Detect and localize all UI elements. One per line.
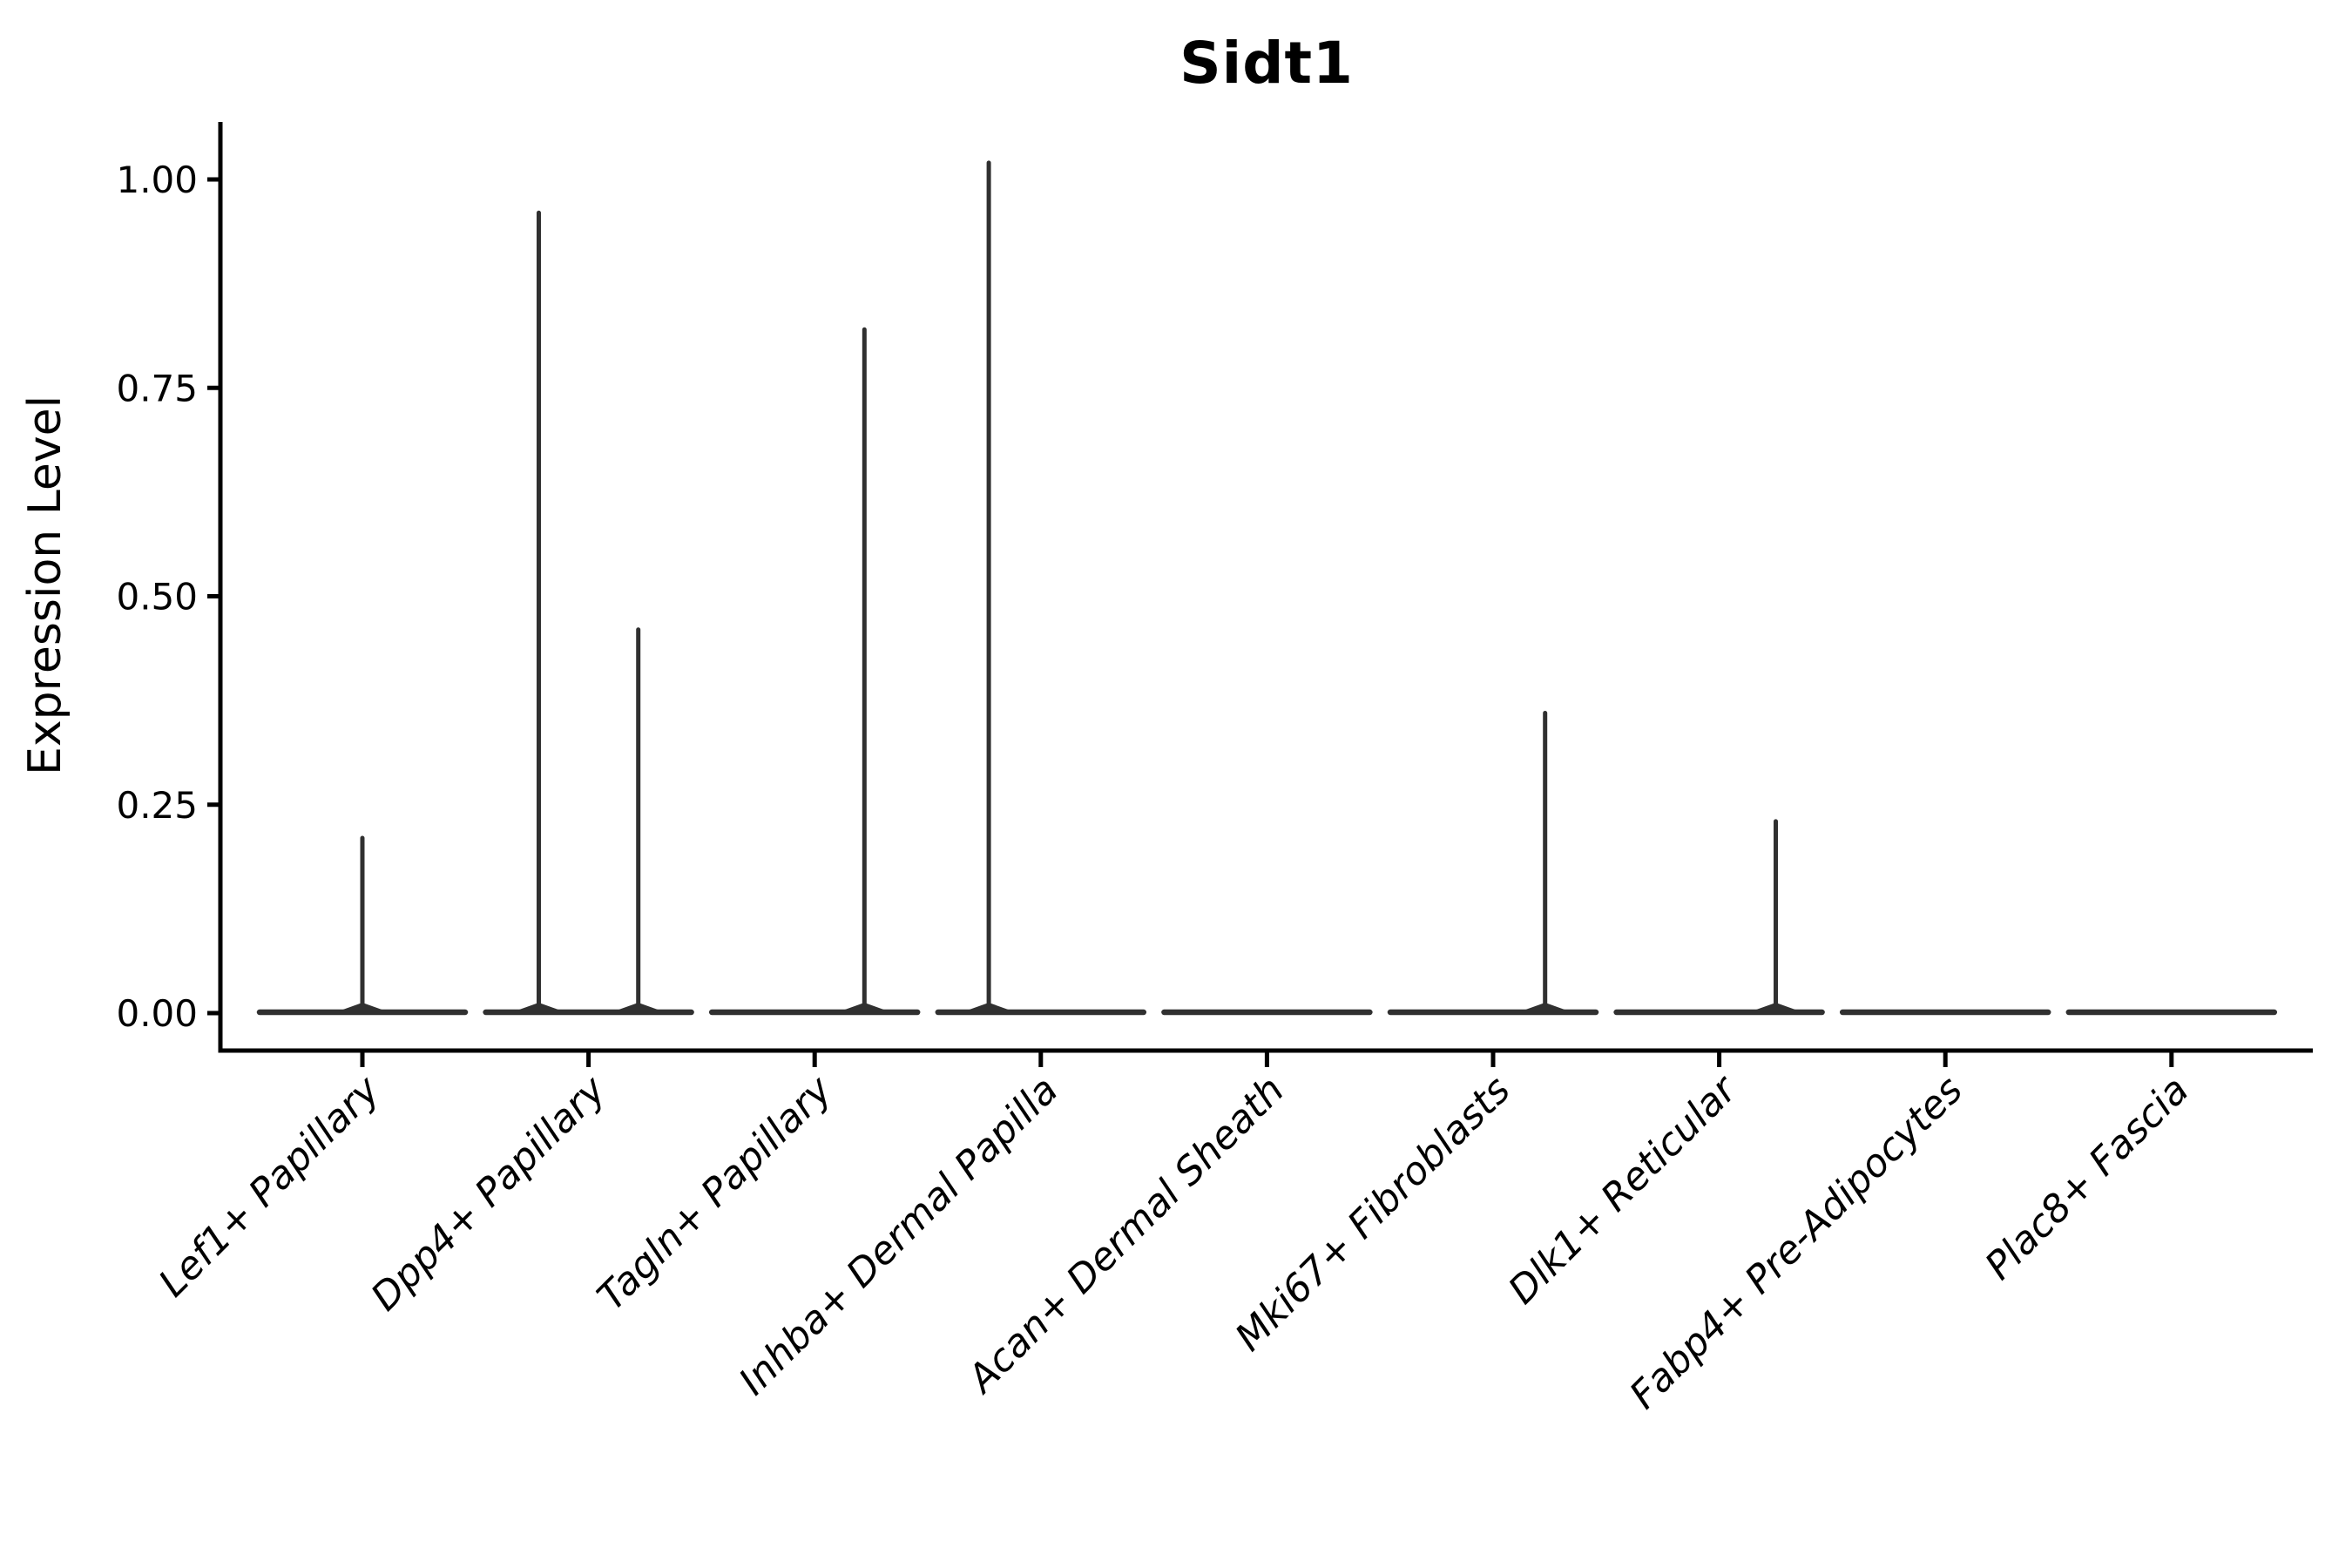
y-tick-label: 0.75 — [116, 367, 198, 409]
y-tick-label: 0.25 — [116, 784, 198, 827]
x-tick-label: Dlk1+ Reticular — [1500, 1066, 1747, 1313]
y-tick-label: 1.00 — [116, 159, 198, 201]
x-tick-label: Dpp4+ Papillary — [362, 1067, 615, 1320]
y-tick-label: 0.50 — [116, 576, 198, 618]
x-tick-label: Lef1+ Papillary — [151, 1067, 389, 1306]
x-tick-label: Tagln+ Papillary — [589, 1067, 841, 1319]
plot-title: Sidt1 — [1179, 30, 1354, 97]
y-axis-title: Expression Level — [19, 395, 71, 776]
y-tick-label: 0.00 — [116, 992, 198, 1035]
x-tick-label: Plac8+ Fascia — [1977, 1068, 2197, 1288]
